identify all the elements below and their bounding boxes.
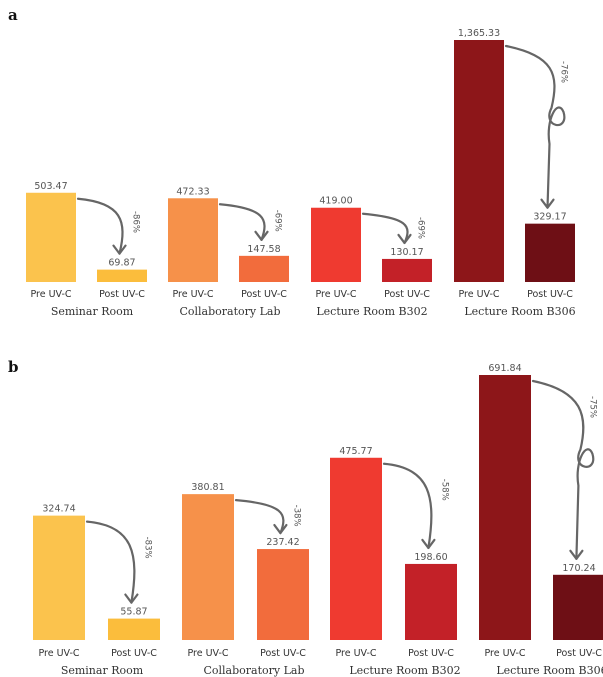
value-label-pre: 419.00 xyxy=(319,196,352,207)
bar-post-uvc xyxy=(239,255,289,282)
value-label-pre: 1,365.33 xyxy=(458,28,500,39)
tick-label-pre: Pre UV-C xyxy=(30,289,71,300)
reduction-arrow xyxy=(218,203,266,241)
tick-label-pre: Pre UV-C xyxy=(172,289,213,300)
reduction-arrow xyxy=(85,520,136,604)
tick-label-pre: Pre UV-C xyxy=(315,289,356,300)
bar-pre-uvc xyxy=(454,40,504,282)
reduction-arrow-head xyxy=(540,198,555,209)
room-label: Lecture Room B302 xyxy=(316,305,427,318)
reduction-arrow-head xyxy=(397,233,412,245)
bar-post-uvc xyxy=(257,549,309,640)
reduction-arrow-head xyxy=(112,244,127,255)
bar-pre-uvc xyxy=(330,457,382,640)
tick-label-pre: Pre UV-C xyxy=(458,289,499,300)
value-label-post: 237.42 xyxy=(266,537,299,548)
reduction-arrow-head xyxy=(273,523,288,535)
value-label-pre: 380.81 xyxy=(191,482,224,493)
reduction-arrow xyxy=(504,44,566,209)
reduction-arrow-head xyxy=(254,230,269,241)
tick-label-post: Post UV-C xyxy=(111,648,157,659)
bar-post-uvc xyxy=(382,258,432,282)
percent-change-label: -69% xyxy=(273,210,283,232)
bar-pre-uvc xyxy=(26,192,76,282)
value-label-post: 198.60 xyxy=(414,552,447,563)
value-label-pre: 324.74 xyxy=(42,504,75,515)
room-label: Seminar Room xyxy=(51,305,134,318)
reduction-arrow xyxy=(361,212,409,245)
reduction-arrow-head xyxy=(569,549,584,560)
percent-change-label: -76% xyxy=(559,61,569,83)
bar-pre-uvc xyxy=(311,207,361,282)
tick-label-post: Post UV-C xyxy=(260,648,306,659)
reduction-arrow-head xyxy=(421,538,436,550)
tick-label-post: Post UV-C xyxy=(99,289,145,300)
tick-label-pre: Pre UV-C xyxy=(38,648,79,659)
bar-pre-uvc xyxy=(479,375,531,640)
value-label-post: 170.24 xyxy=(562,563,595,574)
percent-change-label: -58% xyxy=(439,479,449,501)
tick-label-post: Post UV-C xyxy=(527,289,573,300)
percent-change-label: -83% xyxy=(142,537,152,559)
percent-change-label: -86% xyxy=(131,211,141,233)
bar-pre-uvc xyxy=(168,198,218,282)
value-label-post: 55.87 xyxy=(120,607,147,618)
tick-label-pre: Pre UV-C xyxy=(484,648,525,659)
panel-letter: b xyxy=(8,358,19,376)
value-label-post: 69.87 xyxy=(108,258,135,269)
value-label-pre: 475.77 xyxy=(339,446,372,457)
value-label-pre: 691.84 xyxy=(488,363,521,374)
percent-change-label: -75% xyxy=(587,396,597,418)
value-label-pre: 472.33 xyxy=(176,186,209,197)
room-label: Seminar Room xyxy=(61,664,144,677)
value-label-post: 130.17 xyxy=(390,247,423,258)
percent-change-label: -69% xyxy=(416,217,426,239)
reduction-arrow-head xyxy=(124,593,139,604)
room-label: Collaboratory Lab xyxy=(179,305,280,318)
room-label: Lecture Room B306 xyxy=(496,664,603,677)
bar-post-uvc xyxy=(553,574,603,640)
room-label: Lecture Room B306 xyxy=(464,305,575,318)
tick-label-post: Post UV-C xyxy=(556,648,602,659)
room-label: Lecture Room B302 xyxy=(349,664,460,677)
tick-label-post: Post UV-C xyxy=(241,289,287,300)
bar-post-uvc xyxy=(405,563,457,640)
percent-change-label: -38% xyxy=(291,505,301,527)
panel-letter: a xyxy=(8,6,18,24)
value-label-post: 329.17 xyxy=(533,212,566,223)
tick-label-pre: Pre UV-C xyxy=(187,648,228,659)
value-label-post: 147.58 xyxy=(247,244,280,255)
reduction-arrow xyxy=(531,379,595,560)
tick-label-pre: Pre UV-C xyxy=(335,648,376,659)
bar-post-uvc xyxy=(97,269,147,282)
tick-label-post: Post UV-C xyxy=(408,648,454,659)
tick-label-post: Post UV-C xyxy=(384,289,430,300)
bar-pre-uvc xyxy=(33,515,85,640)
reduction-arrow xyxy=(234,499,285,535)
reduction-arrow xyxy=(76,197,124,255)
bar-pre-uvc xyxy=(182,494,234,640)
value-label-pre: 503.47 xyxy=(34,181,67,192)
bar-post-uvc xyxy=(525,223,575,282)
reduction-arrow xyxy=(382,462,433,550)
bar-post-uvc xyxy=(108,618,160,640)
room-label: Collaboratory Lab xyxy=(203,664,304,677)
